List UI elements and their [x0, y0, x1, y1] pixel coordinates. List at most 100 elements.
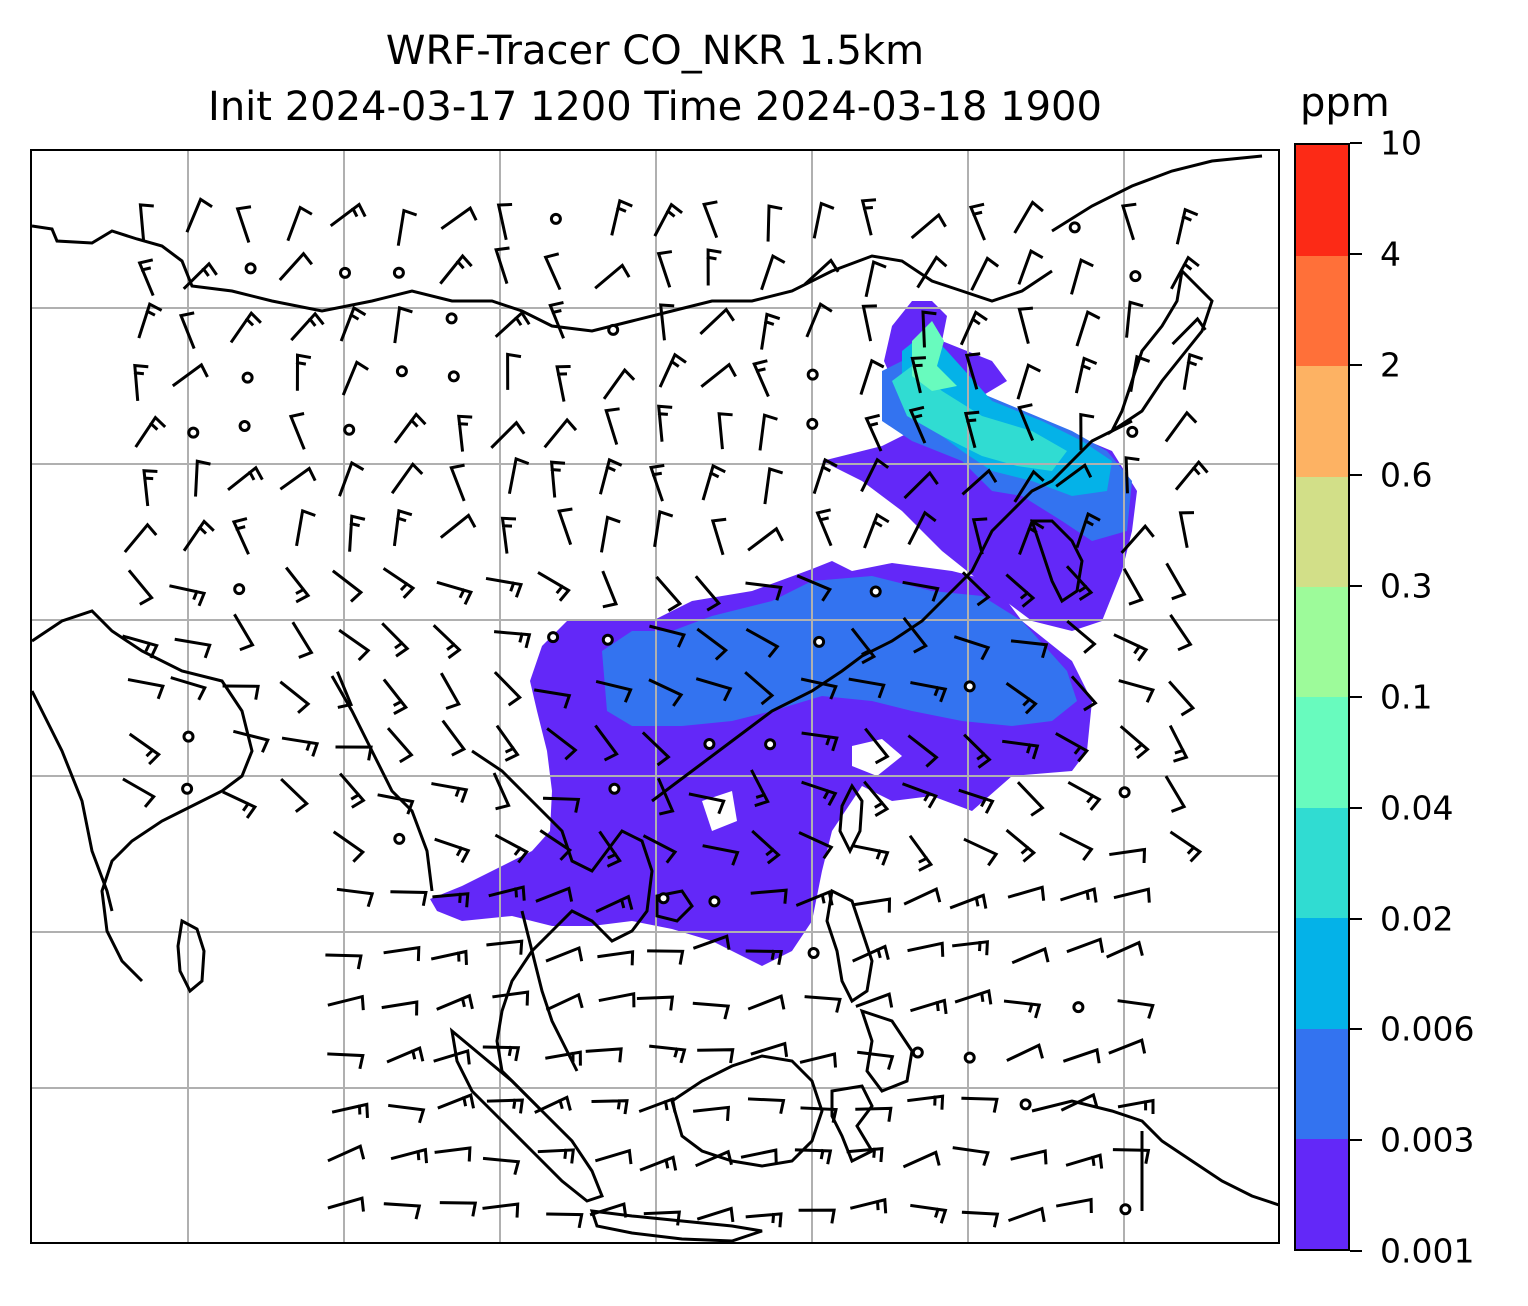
wind-barb [696, 627, 729, 661]
calm-marker [813, 635, 826, 648]
wind-barb [433, 1049, 471, 1065]
wind-barb [381, 1000, 419, 1016]
colorbar-tick-label: 10 [1380, 123, 1422, 163]
wind-barb [745, 949, 784, 966]
wind-barb [658, 352, 687, 388]
calm-marker [607, 323, 620, 336]
wind-barb [961, 1210, 1000, 1228]
wind-barb [1124, 456, 1140, 494]
wind-barb [1178, 511, 1195, 549]
wind-barb [386, 727, 414, 764]
wind-barb [636, 995, 675, 1011]
wind-barb [327, 994, 365, 1011]
wind-barb [392, 508, 413, 547]
wind-barb [949, 893, 988, 910]
wind-barb [222, 790, 258, 819]
wind-barb [495, 724, 520, 762]
wind-barb [1113, 887, 1151, 903]
wind-barb [122, 634, 159, 659]
coastline-india [32, 609, 254, 983]
wind-barb [745, 1212, 783, 1228]
wind-barb [506, 352, 522, 390]
wind-barb [599, 515, 621, 553]
wind-barb [864, 260, 887, 298]
wind-barb [338, 772, 366, 809]
wind-barb [557, 507, 573, 546]
wind-barb [493, 671, 523, 707]
wind-barb [329, 202, 367, 227]
wind-barb [169, 584, 207, 607]
wind-barb [1117, 1098, 1155, 1114]
wind-barb [801, 731, 839, 752]
coastline-india-west [32, 690, 114, 912]
wind-barb [963, 837, 999, 867]
calm-marker [1126, 425, 1139, 438]
wind-barb [1109, 847, 1147, 864]
colorbar-segment [1296, 365, 1348, 477]
wind-barb [1013, 200, 1044, 234]
wind-barb [1113, 633, 1149, 662]
wind-barb [907, 510, 937, 546]
wind-barb [745, 627, 780, 659]
wind-barb [1018, 519, 1045, 556]
wind-barb [486, 939, 524, 955]
wind-barb [535, 886, 574, 903]
wind-barb [1079, 412, 1095, 451]
calm-marker [1118, 786, 1131, 799]
calm-marker [181, 782, 194, 795]
wind-barb [1005, 828, 1037, 863]
wind-barb [490, 420, 526, 449]
plume-ne-high [892, 366, 1067, 471]
wind-barb [970, 256, 1000, 291]
colorbar-tick-label: 0.3 [1380, 566, 1433, 606]
calm-marker [547, 631, 560, 644]
wind-barb [1074, 356, 1098, 394]
colorbar-tick-label: 2 [1380, 345, 1401, 385]
wind-barb [655, 575, 683, 612]
wind-barb [750, 888, 788, 904]
wind-barb [1070, 257, 1094, 295]
wind-barb [642, 834, 678, 864]
colorbar-tick [1350, 917, 1362, 920]
wind-barb [1055, 1197, 1093, 1214]
wind-barb [539, 829, 573, 861]
wind-barb [638, 1097, 677, 1113]
calm-marker [608, 782, 621, 795]
wind-barb [1006, 1043, 1044, 1062]
wind-barb [921, 310, 937, 348]
wind-barb [854, 897, 892, 913]
wind-barb [1010, 1149, 1048, 1165]
calm-marker [445, 312, 458, 325]
colorbar-tick-label: 0.006 [1380, 1009, 1475, 1049]
wind-barb [747, 526, 784, 552]
wind-barb [863, 780, 890, 817]
wind-barb [591, 1099, 629, 1115]
wind-barb [174, 637, 212, 659]
wind-barb [393, 305, 413, 344]
colorbar [1294, 143, 1350, 1251]
wind-barb [595, 679, 633, 703]
calm-marker [703, 738, 716, 750]
wind-barb [338, 460, 365, 497]
colorbar-tick [1350, 585, 1362, 588]
wind-barb [801, 780, 838, 807]
coastline-ne-asia [1051, 154, 1263, 233]
wind-barb [436, 580, 474, 606]
calm-marker [392, 266, 405, 279]
wind-barb [335, 745, 373, 761]
wind-barb [1055, 732, 1090, 763]
coastline-china-east [651, 419, 1133, 803]
wind-barb [857, 1050, 895, 1070]
wind-barb [1168, 680, 1196, 717]
calm-marker [1068, 221, 1081, 234]
wind-barb [1129, 354, 1151, 393]
wind-barb [1075, 511, 1101, 549]
wind-barb [766, 204, 783, 242]
wind-barb [852, 944, 890, 963]
calm-marker [395, 365, 408, 378]
wind-barb [598, 991, 636, 1008]
wind-barb [1171, 316, 1207, 346]
colorbar-tick [1350, 1250, 1362, 1252]
wind-barb [327, 1196, 365, 1212]
wind-barb [910, 681, 948, 703]
